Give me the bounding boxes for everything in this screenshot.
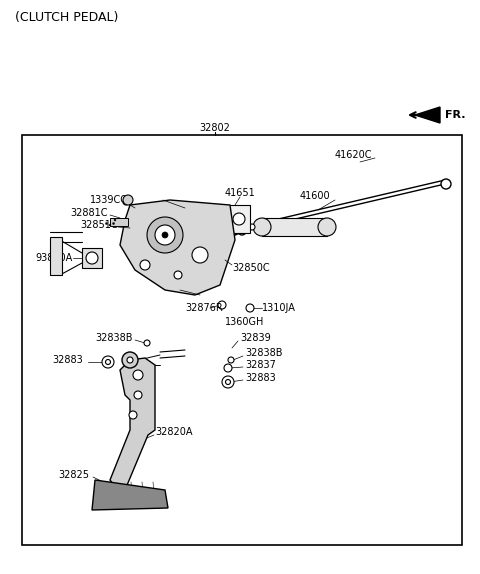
Text: 32881C: 32881C — [70, 208, 108, 218]
Circle shape — [318, 218, 336, 236]
Circle shape — [123, 195, 133, 205]
Circle shape — [238, 227, 246, 235]
Circle shape — [127, 357, 133, 363]
Bar — [110, 218, 128, 226]
Circle shape — [102, 356, 114, 368]
Bar — [50, 237, 62, 275]
Circle shape — [86, 252, 98, 264]
Text: 1339CC: 1339CC — [90, 195, 128, 205]
Circle shape — [246, 304, 254, 312]
Circle shape — [249, 224, 255, 230]
Circle shape — [106, 359, 110, 364]
Text: 32883: 32883 — [245, 373, 276, 383]
Bar — [262, 218, 327, 236]
Text: 32820A: 32820A — [155, 427, 192, 437]
Circle shape — [155, 225, 175, 245]
Text: 32802: 32802 — [200, 123, 230, 133]
Polygon shape — [92, 480, 168, 510]
Circle shape — [441, 179, 451, 189]
Circle shape — [123, 199, 129, 205]
Circle shape — [140, 260, 150, 270]
Circle shape — [147, 217, 183, 253]
Circle shape — [109, 224, 111, 226]
Circle shape — [122, 352, 138, 368]
Text: FR.: FR. — [445, 110, 466, 120]
Circle shape — [192, 247, 208, 263]
Circle shape — [233, 213, 245, 225]
Text: 32850C: 32850C — [232, 263, 270, 273]
Text: 93840A: 93840A — [35, 253, 72, 263]
Circle shape — [112, 223, 115, 224]
Text: 1310JA: 1310JA — [262, 303, 296, 313]
Bar — [22, 135, 462, 545]
Polygon shape — [415, 107, 440, 123]
Text: 1360GH: 1360GH — [225, 317, 264, 327]
Circle shape — [162, 232, 168, 238]
Text: (CLUTCH PEDAL): (CLUTCH PEDAL) — [15, 11, 119, 25]
Text: 32839: 32839 — [240, 333, 271, 343]
Circle shape — [228, 357, 234, 363]
Text: 32825: 32825 — [58, 470, 89, 480]
Circle shape — [218, 301, 226, 309]
Text: 41620C: 41620C — [335, 150, 372, 160]
Circle shape — [144, 340, 150, 346]
Polygon shape — [120, 200, 235, 295]
Circle shape — [226, 379, 230, 385]
Bar — [82, 248, 102, 268]
Circle shape — [224, 364, 232, 372]
Circle shape — [174, 271, 182, 279]
Text: 41600: 41600 — [300, 191, 331, 201]
Circle shape — [253, 218, 271, 236]
Circle shape — [106, 223, 108, 224]
Circle shape — [114, 219, 116, 221]
Text: 32838B: 32838B — [245, 348, 283, 358]
Bar — [228, 205, 250, 233]
Text: 41651: 41651 — [225, 188, 256, 198]
Circle shape — [222, 376, 234, 388]
Circle shape — [134, 391, 142, 399]
Text: 32838B: 32838B — [95, 333, 132, 343]
Polygon shape — [110, 358, 155, 490]
Text: 32837: 32837 — [245, 360, 276, 370]
Circle shape — [133, 370, 143, 380]
Text: 32876R: 32876R — [185, 303, 223, 313]
Text: 32851C: 32851C — [80, 220, 118, 230]
Text: 32883: 32883 — [52, 355, 83, 365]
Circle shape — [129, 411, 137, 419]
